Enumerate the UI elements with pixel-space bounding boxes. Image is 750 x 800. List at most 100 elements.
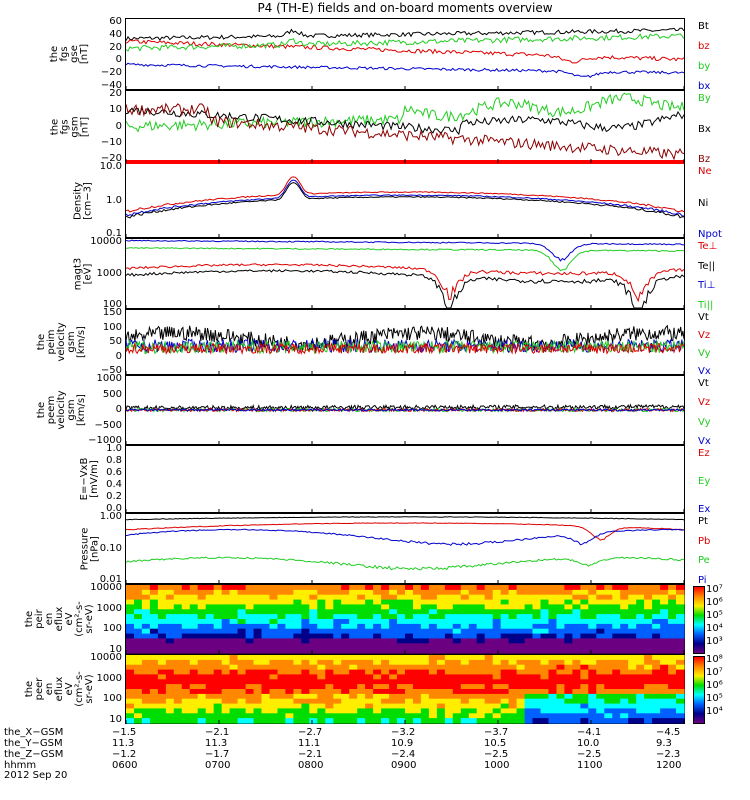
electron-spectrogram-cell <box>428 713 438 719</box>
ytick-p6: 0 <box>115 404 122 415</box>
electron-spectrogram-cell <box>213 708 223 714</box>
electron-spectrogram-cell <box>333 674 342 680</box>
electron-spectrogram-cell <box>636 669 645 676</box>
electron-spectrogram-cell <box>357 698 366 705</box>
ion-spectrogram-cell <box>428 614 438 620</box>
ion-spectrogram-cell <box>301 648 310 654</box>
ion-spectrogram-cell <box>381 643 390 649</box>
electron-spectrogram-cell <box>309 713 318 719</box>
electron-spectrogram-cell <box>205 684 215 690</box>
ion-spectrogram-cell <box>341 614 350 620</box>
ion-spectrogram-cell <box>325 609 334 615</box>
ion-spectrogram-cell <box>301 638 310 644</box>
ion-spectrogram-cell <box>269 623 279 630</box>
ion-spectrogram-cell <box>413 594 422 601</box>
ion-spectrogram-cell <box>588 619 597 625</box>
electron-spectrogram-cell <box>652 674 661 680</box>
electron-spectrogram-cell <box>580 708 589 714</box>
electron-spectrogram-cell <box>452 718 462 724</box>
legend-p2-0: By <box>698 93 711 104</box>
ion-spectrogram-cell <box>676 619 685 625</box>
ion-spectrogram-cell <box>500 585 510 591</box>
electron-spectrogram-cell <box>668 679 677 685</box>
electron-spectrogram-cell <box>420 718 430 724</box>
ion-spectrogram-cell <box>556 599 566 606</box>
colorbar-tick-p9: 10⁴ <box>706 623 723 634</box>
electron-spectrogram-cell <box>277 659 287 666</box>
ion-spectrogram-cell <box>309 619 318 625</box>
xtick-z_gsm: −2.5 <box>484 749 509 760</box>
electron-spectrogram-cell <box>588 708 597 714</box>
electron-spectrogram-cell <box>245 659 255 666</box>
ion-spectrogram-cell <box>588 643 597 649</box>
electron-spectrogram-cell <box>452 689 462 695</box>
electron-spectrogram-cell <box>126 698 135 705</box>
electron-spectrogram-cell <box>293 703 302 710</box>
electron-spectrogram-cell <box>269 684 279 690</box>
electron-spectrogram-cell <box>221 718 231 724</box>
ion-spectrogram-cell <box>508 585 518 591</box>
ion-spectrogram-cell <box>620 643 629 649</box>
ion-spectrogram-cell <box>405 633 414 640</box>
ion-spectrogram-cell <box>389 589 398 596</box>
ion-spectrogram-cell <box>476 599 486 606</box>
p1-by-line <box>125 33 685 52</box>
ion-spectrogram-cell <box>253 609 263 615</box>
electron-spectrogram-cell <box>636 659 645 666</box>
ytick-p5: 100 <box>102 321 122 333</box>
ion-spectrogram-cell <box>293 638 302 644</box>
electron-spectrogram-cell <box>524 718 534 724</box>
ion-spectrogram-cell <box>428 638 438 644</box>
electron-spectrogram-cell <box>325 693 334 700</box>
electron-spectrogram-cell <box>229 718 239 724</box>
electron-spectrogram-cell <box>221 674 231 680</box>
electron-spectrogram-cell <box>221 698 231 705</box>
ion-spectrogram-cell <box>588 628 597 635</box>
p3-npot-line <box>125 179 685 217</box>
electron-spectrogram-cell <box>413 689 422 695</box>
electron-spectrogram-cell <box>612 689 621 695</box>
ion-spectrogram-cell <box>436 604 446 610</box>
ion-spectrogram-cell <box>213 628 223 635</box>
electron-spectrogram-cell <box>173 674 183 680</box>
ion-spectrogram-cell <box>420 589 430 596</box>
electron-spectrogram-cell <box>325 689 334 695</box>
electron-spectrogram-cell <box>524 679 534 685</box>
ion-spectrogram-cell <box>301 599 310 606</box>
electron-spectrogram-cell <box>237 684 247 690</box>
ion-spectrogram-cell <box>389 628 398 635</box>
ion-spectrogram-cell <box>165 609 175 615</box>
ion-spectrogram-cell <box>636 623 645 630</box>
electron-spectrogram-cell <box>572 698 581 705</box>
electron-spectrogram-cell <box>652 659 661 666</box>
electron-spectrogram-cell <box>405 718 414 724</box>
ion-spectrogram-cell <box>181 614 191 620</box>
electron-spectrogram-cell <box>189 684 199 690</box>
electron-spectrogram-cell <box>365 703 374 710</box>
electron-spectrogram-cell <box>165 679 175 685</box>
electron-spectrogram-cell <box>668 684 677 690</box>
ion-spectrogram-cell <box>532 589 542 596</box>
electron-spectrogram-cell <box>397 669 406 676</box>
ion-spectrogram-cell <box>221 585 231 591</box>
ion-spectrogram-cell <box>676 633 685 640</box>
legend-p5-0: Vt <box>698 312 709 323</box>
electron-spectrogram-cell <box>381 713 390 719</box>
electron-spectrogram-cell <box>413 679 422 685</box>
ion-spectrogram-cell <box>612 643 621 649</box>
electron-spectrogram-cell <box>229 669 239 676</box>
electron-spectrogram-cell <box>333 698 342 705</box>
legend-p5-1: Vz <box>698 330 711 341</box>
ion-spectrogram-cell <box>317 609 326 615</box>
electron-spectrogram-cell <box>413 718 422 724</box>
electron-spectrogram-cell <box>413 693 422 700</box>
electron-spectrogram-cell <box>500 655 510 661</box>
electron-spectrogram-cell <box>134 689 143 695</box>
ion-spectrogram-cell <box>173 604 183 610</box>
electron-spectrogram-cell <box>444 713 454 719</box>
electron-spectrogram-cell <box>277 708 287 714</box>
electron-spectrogram-cell <box>221 684 231 690</box>
ion-spectrogram-cell <box>484 643 494 649</box>
ion-spectrogram-cell <box>413 628 422 635</box>
ion-spectrogram-cell <box>149 589 159 596</box>
